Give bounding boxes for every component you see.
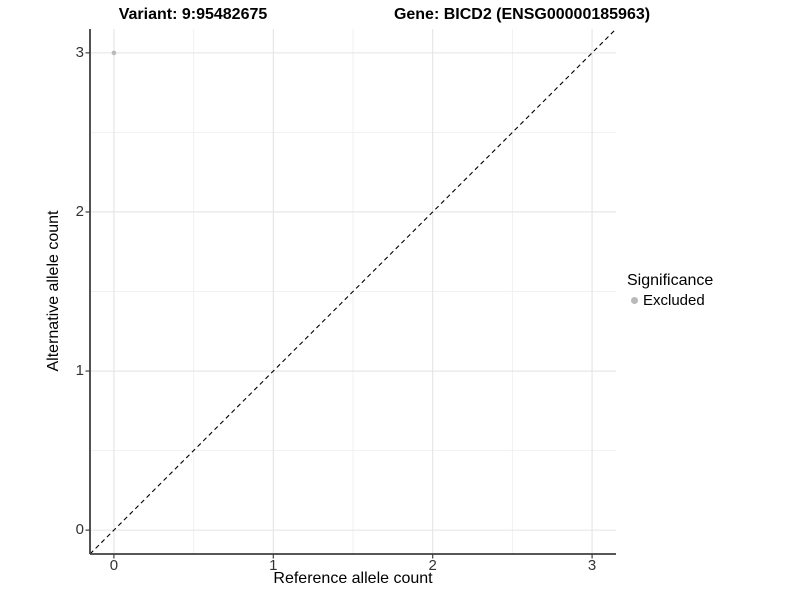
legend-item-label: Excluded bbox=[643, 292, 705, 309]
y-tick-label: 3 bbox=[75, 43, 84, 61]
y-tick-label: 0 bbox=[75, 521, 84, 539]
x-tick-label: 2 bbox=[428, 557, 437, 574]
x-axis-title: Reference allele count bbox=[273, 570, 433, 587]
legend-point-icon bbox=[631, 297, 638, 304]
data-point bbox=[111, 50, 117, 56]
legend-items: Excluded bbox=[627, 292, 713, 309]
x-tick-label: 1 bbox=[269, 557, 278, 574]
plot-title-variant: Variant: 9:95482675 bbox=[118, 6, 268, 23]
y-tick-label: 1 bbox=[75, 362, 84, 380]
legend-title: Significance bbox=[627, 272, 714, 289]
y-axis-title: Alternative allele count bbox=[45, 210, 62, 372]
legend: Significance Excluded bbox=[627, 271, 713, 309]
plot-title-gene: Gene: BICD2 (ENSG00000185963) bbox=[393, 6, 651, 23]
x-tick-label: 0 bbox=[109, 557, 119, 574]
legend-item: Excluded bbox=[627, 292, 713, 309]
x-tick-label: 3 bbox=[587, 557, 597, 574]
y-tick-label: 2 bbox=[75, 202, 84, 220]
identity-dashed-line bbox=[90, 29, 616, 554]
